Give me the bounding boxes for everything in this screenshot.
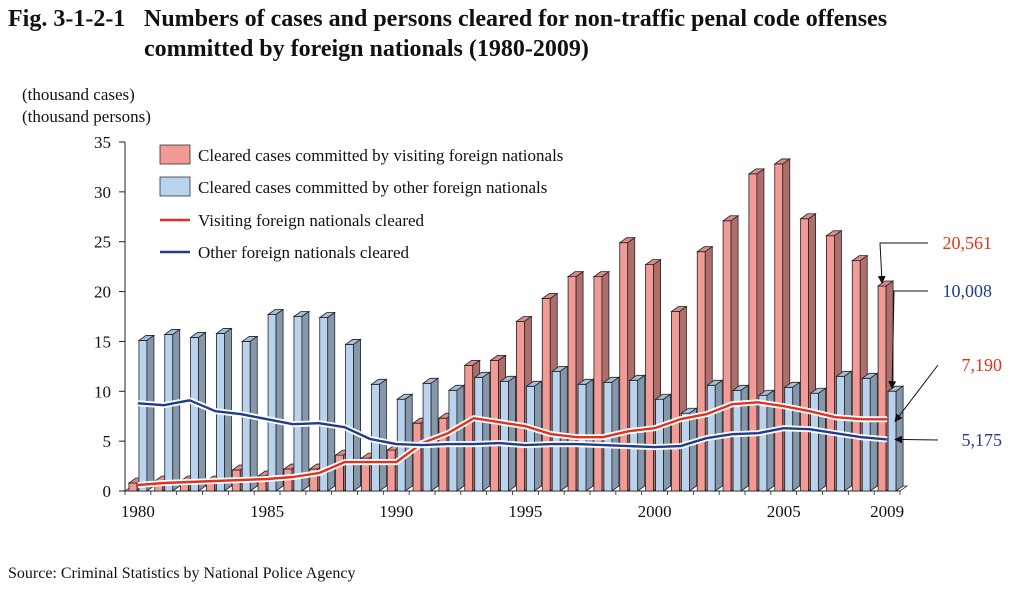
source-note: Source: Criminal Statistics by National … [8,565,356,582]
annotation-label: 5,175 [962,430,1003,450]
bar-other [551,365,569,492]
legend-item: Cleared cases committed by visiting fore… [159,144,563,165]
legend-item: Cleared cases committed by other foreign… [159,176,547,197]
annotation: 10,008 [888,281,993,390]
x-tick-label: 2000 [638,502,672,521]
bar-other [886,385,905,492]
y-tick-label: 30 [94,183,111,202]
y-tick-label: 35 [94,133,111,152]
bar-other [731,384,750,492]
bar-other [499,375,517,492]
y-unit-persons: (thousand persons) [22,107,151,126]
line-other [137,397,888,451]
legend-label: Cleared cases committed by other foreign… [198,178,547,197]
bar-other [189,331,207,492]
annotation-label: 10,008 [943,281,993,301]
bar-other [137,334,156,492]
legend-item: Other foreign nationals cleared [160,243,409,262]
annotation-arrow [877,242,928,284]
bar-other [473,371,491,492]
x-tick-label: 2009 [870,502,904,521]
y-tick-label: 15 [94,332,111,351]
bar-other [447,384,466,492]
x-tick-label: 1995 [508,502,542,521]
bar-other [654,393,672,492]
annotation-arrow [894,364,939,423]
y-unit-cases: (thousand cases) [22,85,135,104]
annotation-label: 20,561 [943,233,993,253]
lines [137,397,888,488]
x-tick-label: 2005 [767,502,801,521]
bar-other [680,407,698,492]
bar-other [292,310,311,492]
y-tick-label: 0 [103,482,112,501]
y-tick-label: 25 [94,233,111,252]
bar-other [628,374,646,492]
annotation-arrow [888,290,928,390]
legend-swatch [159,144,191,165]
legend-label: Cleared cases committed by visiting fore… [198,146,563,165]
y-tick-label: 5 [103,432,112,451]
bar-other [421,377,440,492]
bar-other [809,387,827,492]
bar-other [757,389,776,492]
legend-label: Other foreign nationals cleared [198,243,409,262]
legend-item: Visiting foreign nationals cleared [160,211,425,230]
annotation: 7,190 [894,355,1003,423]
bar-other [318,311,336,492]
bars [127,158,905,492]
y-tick-label: 20 [94,283,111,302]
figure-number: Fig. 3-1-2-1 [8,6,126,32]
legend: Cleared cases committed by visiting fore… [159,144,563,262]
bar-other [783,381,801,492]
line-visiting [137,399,888,488]
legend-swatch [159,176,191,197]
bar-other [163,328,181,492]
bar-other [266,308,285,492]
bar-other [861,372,879,492]
x-tick-label: 1990 [379,502,413,521]
legend-label: Visiting foreign nationals cleared [198,211,425,230]
title-line-2: committed by foreign nationals (1980-200… [144,36,589,62]
x-tick-label: 1980 [121,502,155,521]
bar-other [370,378,388,492]
x-tick-label: 1985 [250,502,284,521]
annotations: 20,561 10,008 7,190 5,175 [877,233,1003,450]
chart-title: Fig. 3-1-2-1 Numbers of cases and persons… [8,4,887,64]
title-line-1: Numbers of cases and persons cleared for… [144,6,888,32]
bar-other [525,380,543,492]
annotation: 5,175 [894,430,1003,450]
annotation: 20,561 [877,233,993,284]
annotation-arrow [894,435,939,444]
bar-other [344,338,362,492]
annotation-label: 7,190 [962,355,1003,375]
y-tick-label: 10 [94,382,111,401]
